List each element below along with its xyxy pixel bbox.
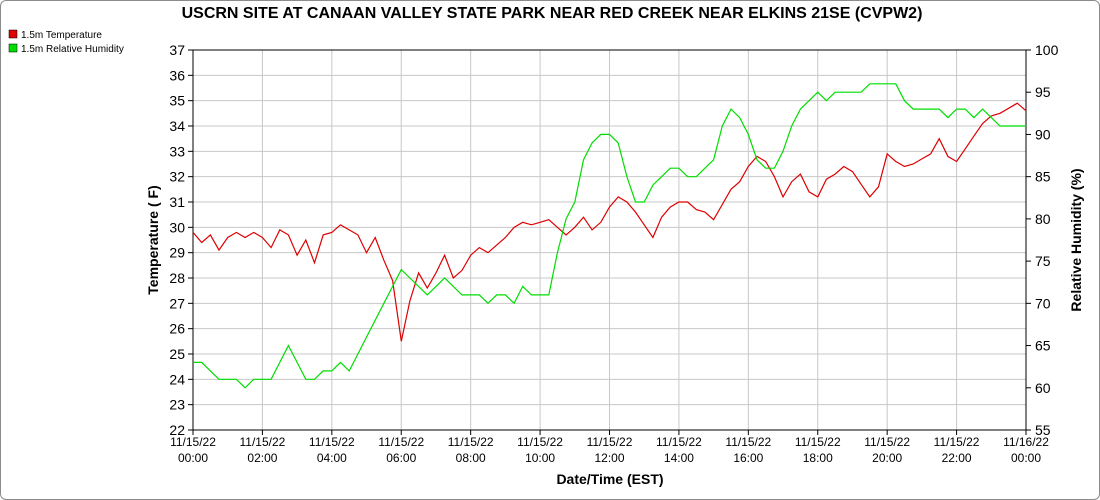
x-tick-time: 02:00 <box>247 451 277 465</box>
legend-label-humidity: 1.5m Relative Humidity <box>21 44 124 55</box>
y2-tick-label: 90 <box>1035 126 1051 142</box>
y-axis-right: 55 60 65 70 75 80 85 90 95 100 <box>1026 42 1059 438</box>
x-tick-date: 11/15/22 <box>934 435 980 449</box>
x-tick-date: 11/15/22 <box>448 435 494 449</box>
x-tick-time: 22:00 <box>942 451 972 465</box>
x-tick-date: 11/15/22 <box>864 435 910 449</box>
x-tick-time: 00:00 <box>1011 451 1041 465</box>
y2-tick-label: 55 <box>1035 422 1051 438</box>
y-tick-label: 25 <box>169 346 185 362</box>
y2-tick-label: 80 <box>1035 211 1051 227</box>
y-tick-label: 32 <box>169 169 185 185</box>
y-tick-label: 35 <box>169 93 185 109</box>
x-tick-date: 11/15/22 <box>240 435 286 449</box>
y2-tick-label: 75 <box>1035 253 1051 269</box>
x-tick-date: 11/15/22 <box>725 435 771 449</box>
y-tick-label: 23 <box>169 397 185 413</box>
y2-tick-label: 95 <box>1035 84 1051 100</box>
y-tick-label: 26 <box>169 321 185 337</box>
legend-label-temperature: 1.5m Temperature <box>21 30 102 41</box>
x-tick-date: 11/15/22 <box>170 435 216 449</box>
x-tick-time: 08:00 <box>456 451 486 465</box>
x-tick-date: 11/15/22 <box>309 435 355 449</box>
x-tick-date: 11/15/22 <box>517 435 563 449</box>
x-tick-time: 18:00 <box>803 451 833 465</box>
y-tick-label: 30 <box>169 219 185 235</box>
y-axis-left: 22 23 24 25 26 27 28 29 30 31 32 33 34 35 36 37 <box>169 42 193 438</box>
y2-axis-label: Relative Humidity (%) <box>1068 168 1084 311</box>
y-tick-label: 36 <box>169 67 185 83</box>
grid <box>192 49 1027 431</box>
y2-tick-label: 65 <box>1035 338 1051 354</box>
x-axis: 11/15/22 00:00 11/15/22 02:00 11/15/22 04:00 1… <box>170 430 1049 465</box>
legend: 1.5m Temperature 1.5m Relative Humidity <box>8 29 124 55</box>
x-tick-time: 12:00 <box>594 451 624 465</box>
y-tick-label: 27 <box>169 295 185 311</box>
legend-swatch-humidity <box>8 43 18 53</box>
humidity-line <box>193 83 1026 389</box>
y-axis-label: Temperature ( F) <box>145 185 161 294</box>
y2-tick-label: 100 <box>1035 42 1059 58</box>
y-tick-label: 22 <box>169 422 185 438</box>
y-tick-label: 28 <box>169 270 185 286</box>
x-tick-time: 16:00 <box>733 451 763 465</box>
temperature-line <box>192 102 1027 342</box>
x-tick-date: 11/15/22 <box>378 435 424 449</box>
x-tick-date: 11/15/22 <box>656 435 702 449</box>
x-tick-time: 14:00 <box>664 451 694 465</box>
legend-swatch-temperature <box>8 29 18 39</box>
chart-title: USCRN SITE AT CANAAN VALLEY STATE PARK N… <box>182 5 923 22</box>
y2-tick-label: 60 <box>1035 380 1051 396</box>
x-tick-time: 04:00 <box>317 451 347 465</box>
x-tick-time: 20:00 <box>872 451 902 465</box>
x-tick-date: 11/15/22 <box>795 435 841 449</box>
y-tick-label: 29 <box>169 245 185 261</box>
x-tick-date: 11/16/22 <box>1003 435 1049 449</box>
x-axis-label: Date/Time (EST) <box>556 471 663 487</box>
x-tick-time: 00:00 <box>178 451 208 465</box>
x-tick-time: 10:00 <box>525 451 555 465</box>
y-tick-label: 34 <box>169 118 185 134</box>
x-tick-time: 06:00 <box>386 451 416 465</box>
y-tick-label: 33 <box>169 143 185 159</box>
series-lines <box>192 83 1027 389</box>
y-tick-label: 37 <box>169 42 185 58</box>
y-tick-label: 31 <box>169 194 185 210</box>
y2-tick-label: 70 <box>1035 295 1051 311</box>
x-tick-date: 11/15/22 <box>587 435 633 449</box>
y2-tick-label: 85 <box>1035 169 1051 185</box>
y-tick-label: 24 <box>169 371 185 387</box>
